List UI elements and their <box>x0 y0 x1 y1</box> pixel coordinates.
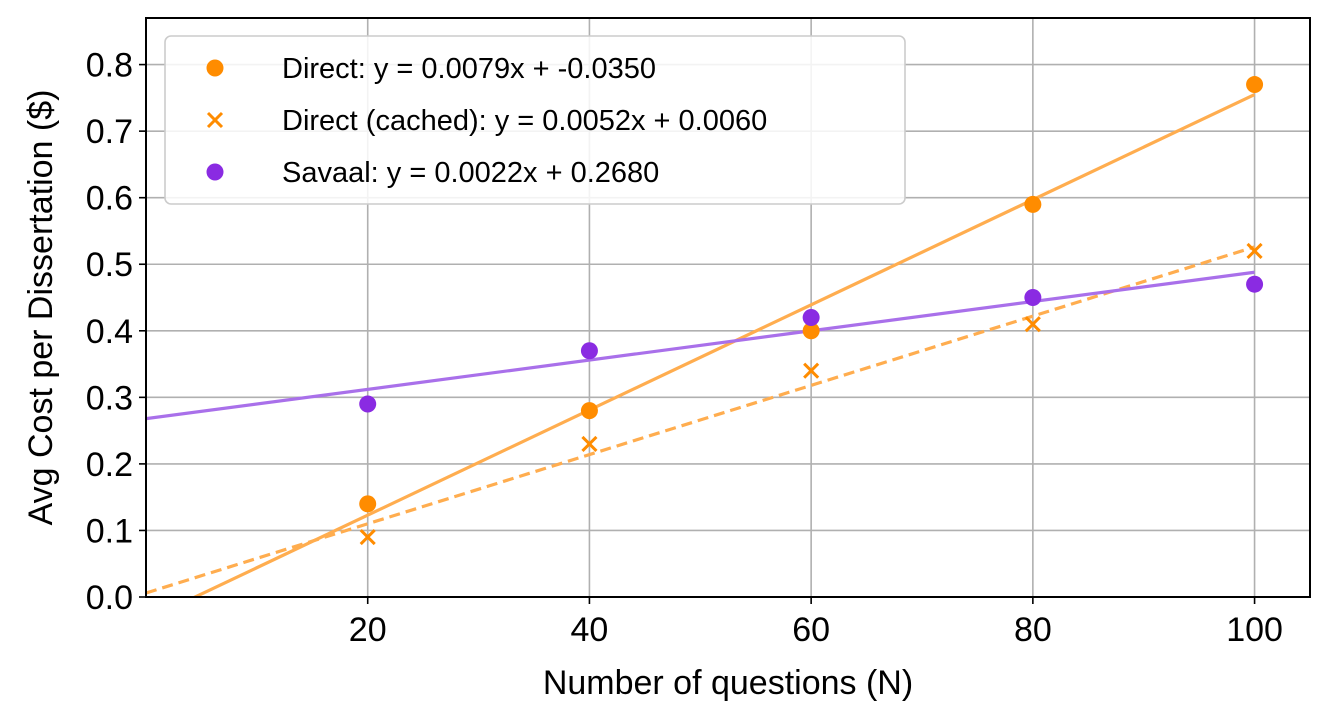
y-tick-label: 0.2 <box>86 446 133 484</box>
x-tick-label: 20 <box>349 611 387 649</box>
fit-lines-layer <box>146 93 1256 597</box>
data-point-series-1 <box>1024 316 1041 333</box>
data-point-series-2 <box>580 342 598 360</box>
y-tick-label: 0.0 <box>86 579 133 617</box>
legend-label-series-0: Direct: y = 0.0079x + -0.0350 <box>282 53 656 85</box>
y-tick-label: 0.1 <box>86 512 133 550</box>
data-point-series-1 <box>359 529 376 546</box>
legend: Direct: y = 0.0079x + -0.0350 Direct (cac… <box>164 35 906 205</box>
fit-line-series-2 <box>146 270 1255 421</box>
ticks-layer: 20 40 60 80 100 0.0 0.1 0.2 0.3 0.4 0.5 0.6 0.7 0.8 <box>86 47 1283 649</box>
y-tick-label: 0.3 <box>86 379 133 417</box>
fit-line-series-1 <box>146 245 1256 595</box>
y-tick-label: 0.4 <box>86 313 133 351</box>
legend-marker-series-2 <box>206 163 224 181</box>
y-tick-label: 0.5 <box>86 246 133 284</box>
data-point-series-0 <box>1024 195 1042 213</box>
data-point-series-1 <box>1246 242 1263 259</box>
plot-frame <box>145 17 1311 598</box>
x-tick-label: 100 <box>1226 611 1283 649</box>
data-point-series-0 <box>580 402 598 420</box>
legend-label-series-1: Direct (cached): y = 0.0052x + 0.0060 <box>282 105 767 137</box>
legend-marker-series-0 <box>206 59 224 77</box>
data-point-series-2 <box>359 395 377 413</box>
data-point-series-2 <box>1246 275 1264 293</box>
data-point-series-0 <box>359 495 377 513</box>
legend-label-series-2: Savaal: y = 0.0022x + 0.2680 <box>282 157 659 189</box>
data-point-series-2 <box>802 308 820 326</box>
data-point-series-2 <box>1024 289 1042 307</box>
y-axis-label: Avg Cost per Dissertation ($) <box>22 90 60 526</box>
y-tick-label: 0.6 <box>86 180 133 218</box>
y-tick-label: 0.8 <box>86 47 133 85</box>
y-tick-label: 0.7 <box>86 113 133 151</box>
fit-line-series-0 <box>191 93 1256 597</box>
x-axis-label: Number of questions (N) <box>543 664 913 702</box>
x-tick-label: 60 <box>792 611 830 649</box>
x-tick-label: 80 <box>1014 611 1052 649</box>
legend-box <box>164 35 906 205</box>
data-point-series-0 <box>1246 76 1264 94</box>
data-points-layer <box>359 76 1264 546</box>
data-point-series-1 <box>803 362 820 379</box>
data-point-series-1 <box>581 435 598 452</box>
x-tick-label: 40 <box>571 611 609 649</box>
legend-marker-series-1 <box>206 111 224 129</box>
data-point-series-0 <box>802 322 820 340</box>
